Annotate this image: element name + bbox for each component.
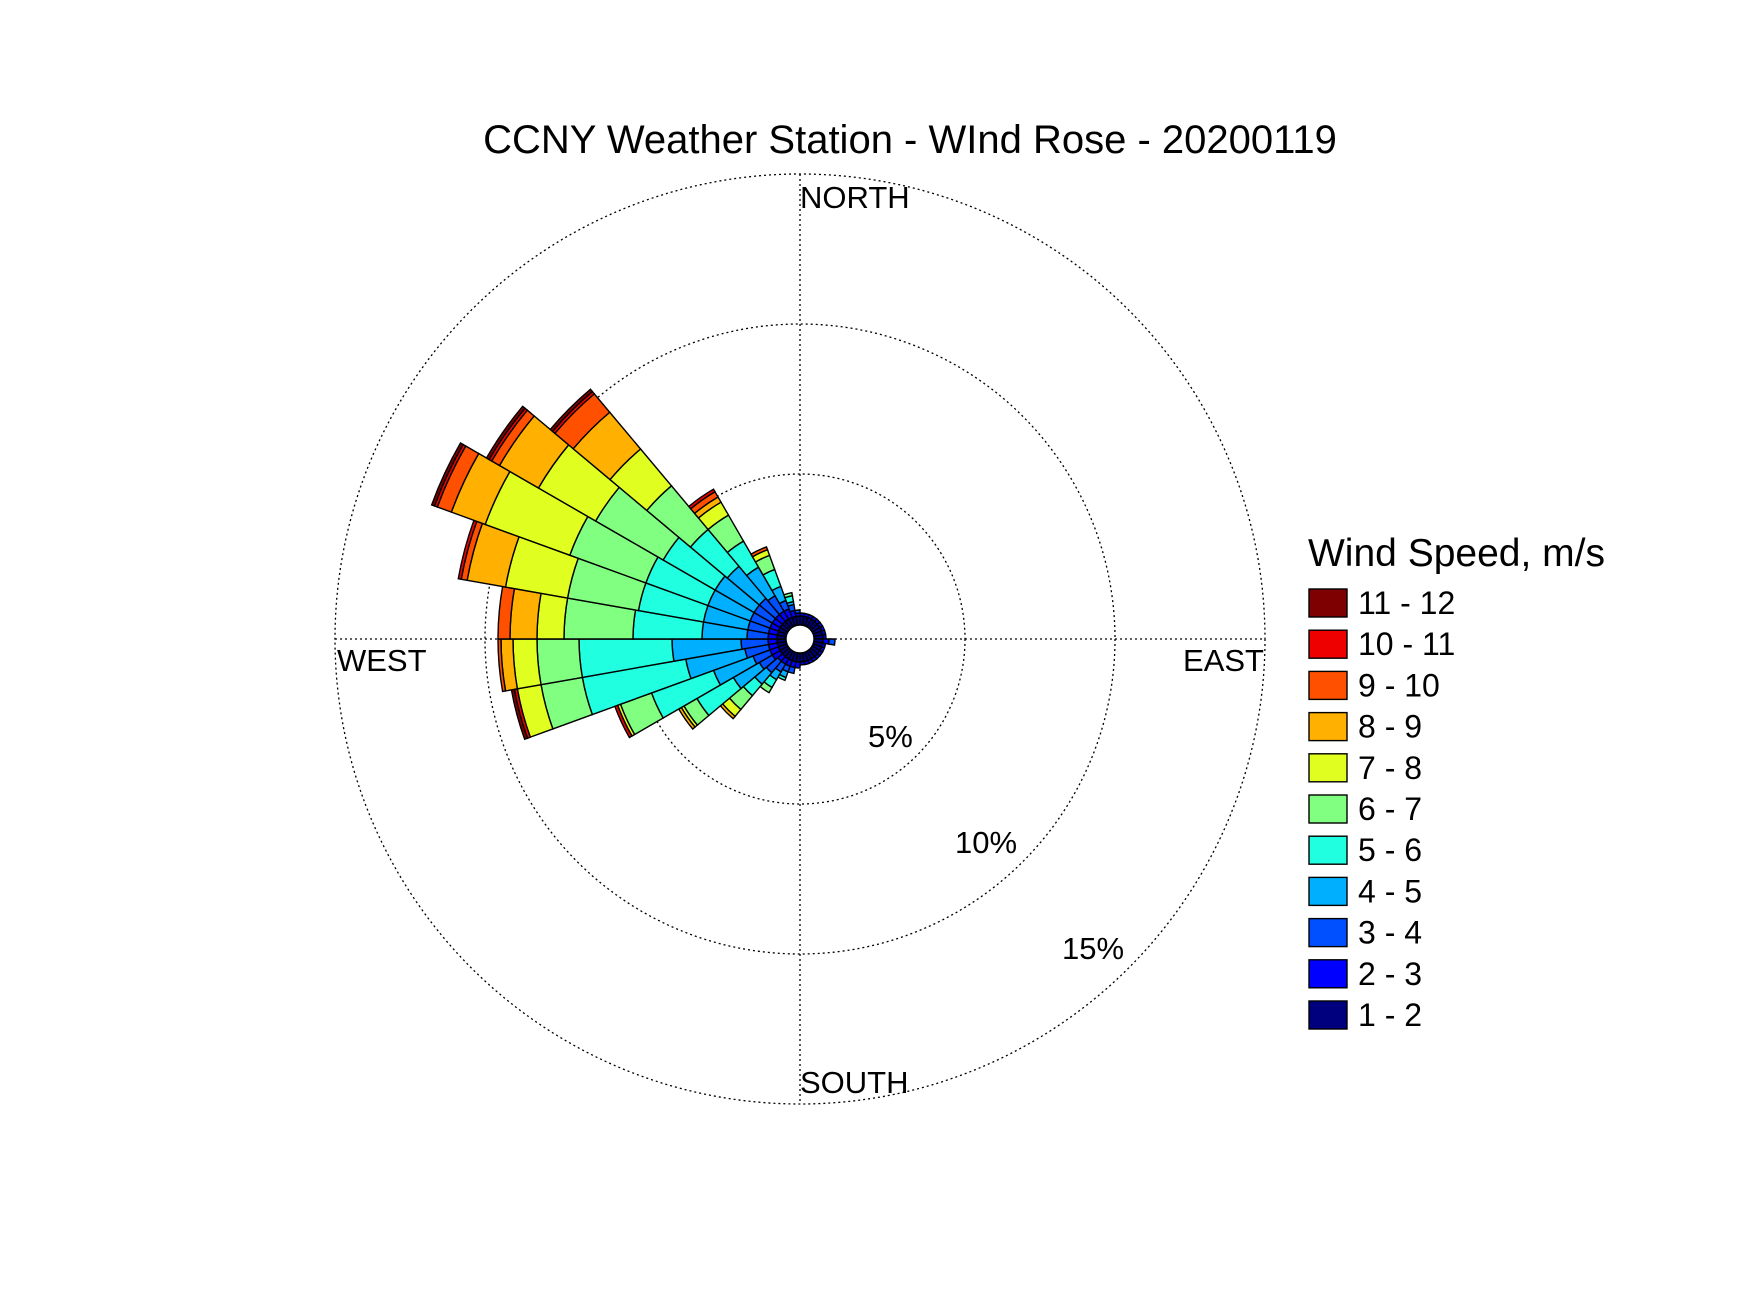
legend-label: 3 - 4 <box>1358 915 1422 951</box>
wind-rose-wedges <box>430 388 836 741</box>
wedge-dir-275-bin-6 <box>536 592 569 640</box>
legend-swatch <box>1308 711 1348 742</box>
legend-label: 1 - 2 <box>1358 997 1422 1033</box>
legend-label: 9 - 10 <box>1358 667 1440 703</box>
radial-tick-label-15: 15% <box>1062 931 1124 966</box>
legend-swatch <box>1308 670 1348 701</box>
wedge-dir-265-bin-6 <box>512 638 542 690</box>
wedge-dir-245-bin-9 <box>613 704 633 739</box>
legend-swatch <box>1308 835 1348 865</box>
wedge-dir-275-bin-7 <box>509 587 542 640</box>
legend-label: 11 - 12 <box>1358 585 1455 621</box>
calm-circle <box>785 624 815 654</box>
wedge-dir-265-bin-5 <box>536 638 584 686</box>
legend-swatch <box>1308 1000 1348 1030</box>
legend-swatch <box>1308 959 1348 989</box>
legend-swatch <box>1308 588 1348 618</box>
compass-label-south: SOUTH <box>800 1065 909 1100</box>
legend-swatch <box>1308 917 1348 948</box>
wedge-dir-295-bin-10 <box>430 442 465 507</box>
legend-label: 7 - 8 <box>1358 750 1422 786</box>
radial-tick-label-10: 10% <box>955 825 1017 860</box>
wedge-dir-335-bin-8 <box>750 546 769 558</box>
wedge-dir-355-bin-2 <box>794 609 801 615</box>
legend: Wind Speed, m/s 11 - 12 10 - 11 9 - 10 8 - … <box>1308 532 1605 1033</box>
chart-title: CCNY Weather Station - WInd Rose - 20200… <box>483 118 1337 162</box>
radial-tick-label-5: 5% <box>868 719 913 754</box>
legend-label: 8 - 9 <box>1358 709 1422 745</box>
legend-label: 6 - 7 <box>1358 791 1422 827</box>
legend-swatch <box>1308 629 1348 659</box>
legend-label: 10 - 11 <box>1358 626 1455 662</box>
wedge-dir-325-bin-9 <box>687 488 716 510</box>
wedge-dir-95-bin-2 <box>827 638 836 646</box>
chart-labels: NORTH EAST SOUTH WEST 5% 10% 15% <box>337 180 1264 1100</box>
legend-label: 2 - 3 <box>1358 956 1422 992</box>
wedge-dir-305-bin-10 <box>485 405 526 461</box>
legend-title: Wind Speed, m/s <box>1308 532 1605 575</box>
legend-swatch <box>1308 876 1348 907</box>
wedge-dir-265-bin-1 <box>767 638 779 646</box>
wedge-dir-315-bin-10 <box>549 388 594 433</box>
compass-label-east: EAST <box>1183 643 1264 678</box>
wedge-dir-345-bin-5 <box>783 591 794 599</box>
compass-label-west: WEST <box>337 643 427 678</box>
legend-swatch <box>1308 753 1348 783</box>
legend-label: 4 - 5 <box>1358 873 1422 909</box>
legend-items: 11 - 12 10 - 11 9 - 10 8 - 9 7 - 8 6 - 7 5 - 6… <box>1308 585 1455 1033</box>
legend-swatch <box>1308 794 1348 824</box>
legend-label: 5 - 6 <box>1358 832 1422 868</box>
compass-label-north: NORTH <box>800 180 910 215</box>
